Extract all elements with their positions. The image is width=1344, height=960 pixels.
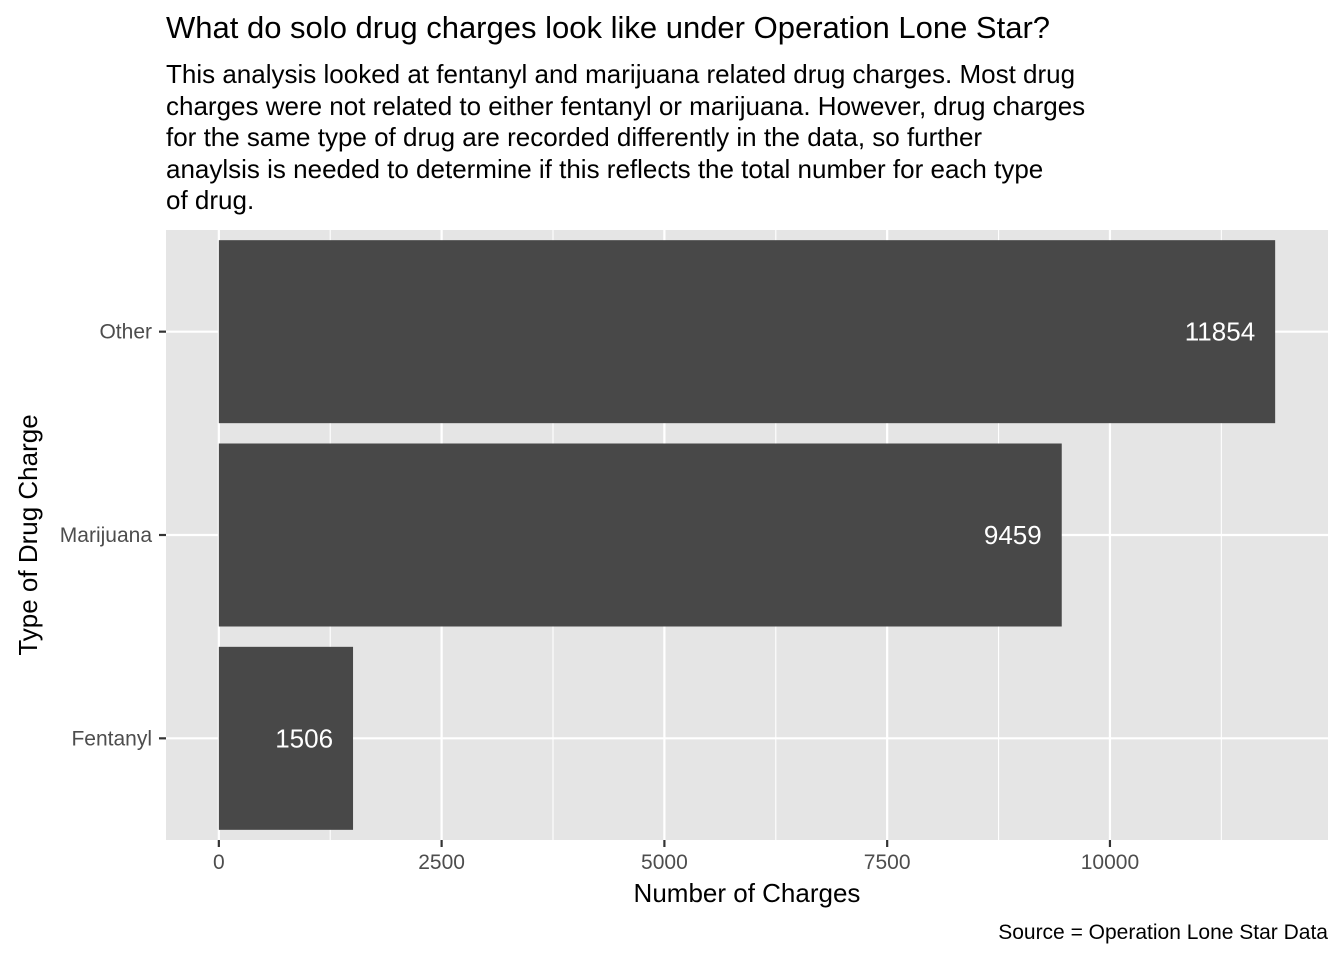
x-axis-title: Number of Charges <box>634 878 861 908</box>
chart-caption: Source = Operation Lone Star Data <box>998 921 1328 944</box>
subtitle-line: of drug. <box>166 185 255 215</box>
subtitle-line: This analysis looked at fentanyl and mar… <box>166 59 1076 89</box>
x-tick-label: 0 <box>213 851 225 874</box>
x-tick-label: 10000 <box>1081 851 1139 874</box>
subtitle-line: charges were not related to either fenta… <box>166 90 1086 121</box>
subtitle-line: for the same type of drug are recorded d… <box>166 122 983 152</box>
chart-title: What do solo drug charges look like unde… <box>166 10 1051 45</box>
y-tick-label: Other <box>99 321 152 344</box>
y-tick-label: Fentanyl <box>71 727 152 750</box>
x-tick-label: 7500 <box>864 851 911 874</box>
bar-value-label: 1506 <box>275 723 333 753</box>
bar <box>218 443 1062 627</box>
subtitle-line: anaylsis is needed to determine if this … <box>166 153 1044 184</box>
y-axis-title: Type of Drug Charge <box>13 414 43 655</box>
x-tick-label: 2500 <box>418 851 465 874</box>
chart-subtitle: This analysis looked at fentanyl and mar… <box>166 59 1226 217</box>
y-tick-label: Marijuana <box>60 524 153 547</box>
bar <box>218 646 354 830</box>
x-tick-label: 5000 <box>641 851 688 874</box>
bar-value-label: 9459 <box>984 520 1042 550</box>
bar-value-label: 11854 <box>1185 317 1255 347</box>
bar <box>218 240 1276 424</box>
